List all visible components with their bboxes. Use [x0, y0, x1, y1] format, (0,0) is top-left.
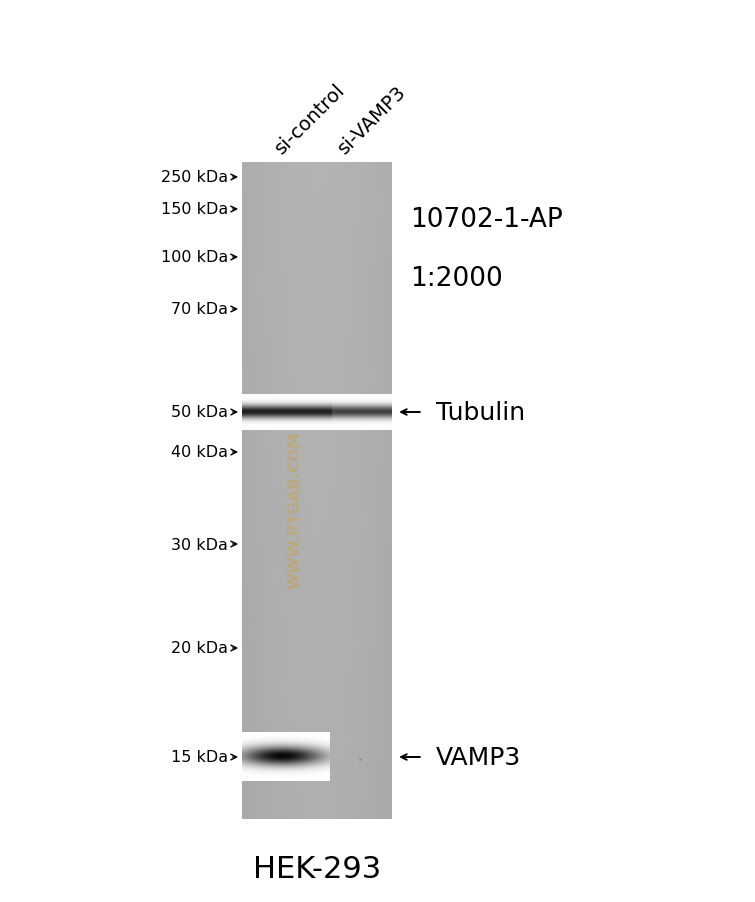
Text: WWW.PTGAB.COM: WWW.PTGAB.COM	[288, 431, 303, 588]
Text: 100 kDa: 100 kDa	[161, 250, 228, 265]
Text: 10702-1-AP: 10702-1-AP	[410, 207, 562, 233]
Text: VAMP3: VAMP3	[436, 745, 522, 769]
Text: 150 kDa: 150 kDa	[161, 202, 228, 217]
Text: 40 kDa: 40 kDa	[171, 445, 228, 460]
Text: Tubulin: Tubulin	[436, 400, 525, 425]
Text: 70 kDa: 70 kDa	[171, 302, 228, 318]
Text: 50 kDa: 50 kDa	[171, 405, 228, 420]
Text: 15 kDa: 15 kDa	[171, 750, 228, 765]
Text: si-VAMP3: si-VAMP3	[334, 82, 410, 158]
Text: 250 kDa: 250 kDa	[161, 170, 228, 185]
Text: HEK-293: HEK-293	[253, 854, 381, 884]
Text: 20 kDa: 20 kDa	[171, 640, 228, 656]
Text: si-control: si-control	[272, 80, 349, 158]
Text: 30 kDa: 30 kDa	[171, 537, 228, 552]
Text: 1:2000: 1:2000	[410, 265, 503, 291]
